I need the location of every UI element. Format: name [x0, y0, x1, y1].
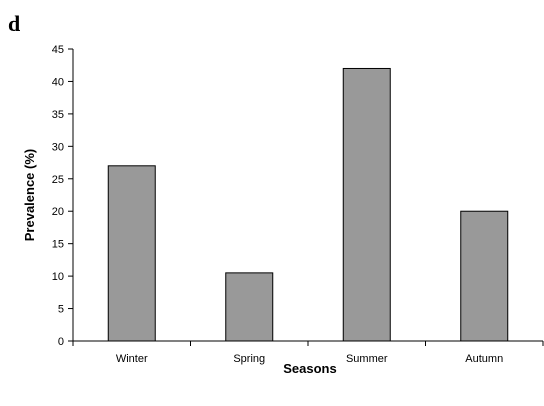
x-tick-label-summer: Summer	[346, 353, 388, 365]
x-tick-label-autumn: Autumn	[465, 353, 503, 365]
y-axis-title: Prevalence (%)	[22, 149, 37, 242]
y-tick-label-5: 5	[58, 304, 64, 316]
y-tick-label-25: 25	[52, 174, 64, 186]
y-tick-label-15: 15	[52, 239, 64, 251]
bars-layer	[107, 67, 509, 342]
x-tick-label-spring: Spring	[233, 353, 265, 365]
x-axis-title: Seasons	[283, 361, 336, 376]
bar-spring	[225, 272, 274, 342]
axes-layer: Winter Spring Summer Autumn 0 5 10 15 20 25 30 35 40…	[52, 44, 544, 365]
y-tick-label-40: 40	[52, 76, 64, 88]
bar-autumn	[460, 210, 509, 342]
y-tick-label-20: 20	[52, 206, 64, 218]
y-tick-label-45: 45	[52, 44, 64, 56]
bar-winter	[107, 165, 156, 342]
x-tick-label-winter: Winter	[116, 353, 148, 365]
y-tick-label-35: 35	[52, 109, 64, 121]
y-tick-label-10: 10	[52, 271, 64, 283]
y-tick-label-0: 0	[58, 336, 64, 348]
y-tick-label-30: 30	[52, 141, 64, 153]
bar-summer	[342, 67, 391, 342]
panel-label: d	[8, 11, 20, 36]
